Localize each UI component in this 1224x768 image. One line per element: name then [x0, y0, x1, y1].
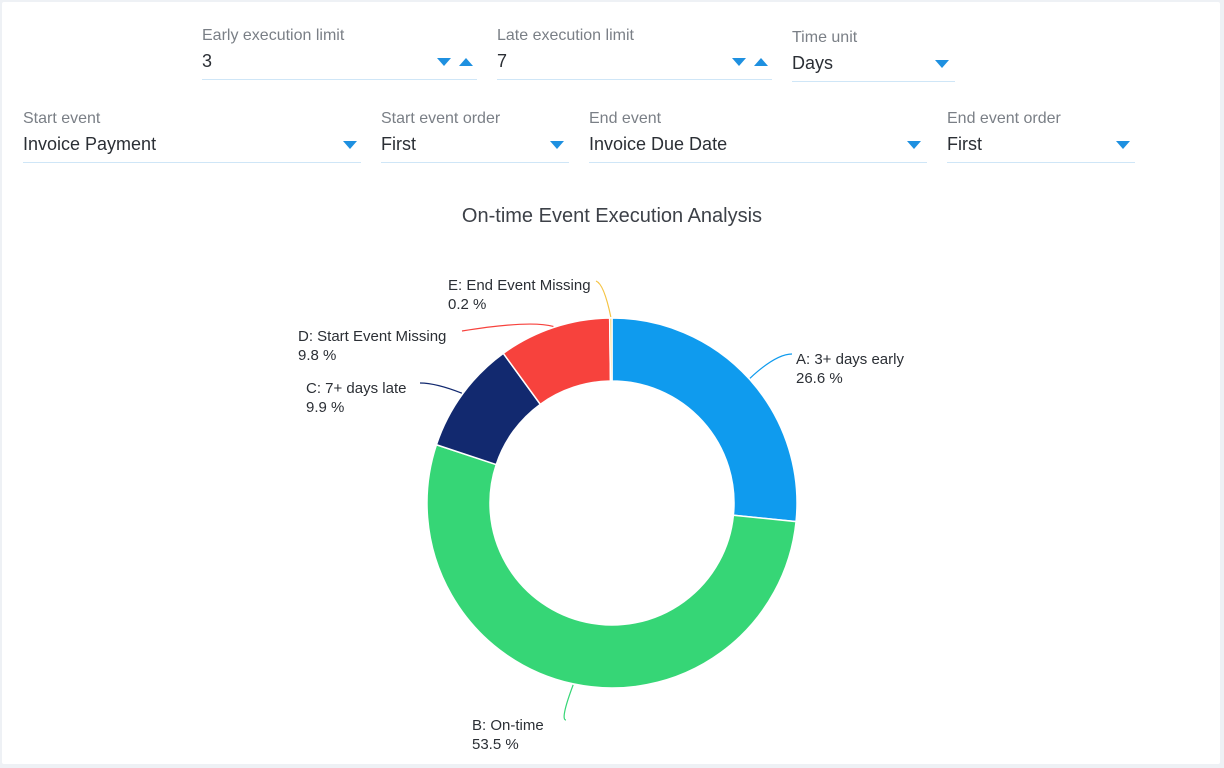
start-event-value[interactable]: Invoice Payment [23, 134, 157, 154]
end-event-order-value[interactable]: First [947, 134, 982, 154]
late-limit-label: Late execution limit [497, 27, 634, 44]
field-underline [202, 79, 477, 80]
slice-value-label: 0.2 % [448, 296, 486, 313]
chevron-down-icon[interactable] [550, 141, 564, 149]
early-limit-label: Early execution limit [202, 27, 345, 44]
chevron-down-icon[interactable] [1116, 141, 1130, 149]
label-connector [749, 353, 793, 379]
early-limit-stepper[interactable]: Early execution limit 3 [202, 27, 477, 83]
field-underline [792, 81, 955, 82]
chart-title: On-time Event Execution Analysis [461, 205, 763, 227]
start-event-label: Start event [23, 110, 101, 127]
slice-value-label: 9.8 % [298, 347, 336, 364]
decrement-icon[interactable] [437, 58, 451, 66]
label-connector [419, 382, 463, 394]
label-connector [563, 684, 574, 721]
end-event-order-select[interactable]: End event order First [947, 110, 1135, 166]
late-limit-stepper[interactable]: Late execution limit 7 [497, 27, 772, 83]
field-underline [497, 79, 772, 80]
field-underline [381, 162, 569, 163]
end-event-order-label: End event order [947, 110, 1061, 127]
field-underline [23, 162, 361, 163]
slice-value-label: 53.5 % [472, 736, 519, 753]
label-connector [595, 280, 612, 318]
time-unit-value[interactable]: Days [792, 53, 834, 73]
slice-label: A: 3+ days early [796, 351, 904, 368]
start-event-order-select[interactable]: Start event order First [381, 110, 569, 166]
field-underline [947, 162, 1135, 163]
slice-label: C: 7+ days late [306, 380, 406, 397]
early-limit-value[interactable]: 3 [202, 51, 213, 71]
increment-icon[interactable] [754, 58, 768, 66]
label-connector [461, 323, 554, 332]
slice-label: E: End Event Missing [448, 277, 591, 294]
start-event-order-label: Start event order [381, 110, 501, 127]
chevron-down-icon[interactable] [343, 141, 357, 149]
decrement-icon[interactable] [732, 58, 746, 66]
field-underline [589, 162, 927, 163]
donut-slice-a[interactable] [611, 317, 798, 523]
end-event-value[interactable]: Invoice Due Date [589, 134, 728, 154]
time-unit-select[interactable]: Time unit Days [792, 29, 955, 85]
late-limit-value[interactable]: 7 [497, 51, 508, 71]
start-event-order-value[interactable]: First [381, 134, 416, 154]
time-unit-label: Time unit [792, 29, 858, 46]
slice-value-label: 9.9 % [306, 399, 344, 416]
increment-icon[interactable] [459, 58, 473, 66]
donut-slice-b[interactable] [426, 443, 797, 689]
slice-label: B: On-time [472, 717, 544, 734]
slice-value-label: 26.6 % [796, 370, 843, 387]
donut-slice-e[interactable] [608, 317, 613, 382]
chevron-down-icon[interactable] [907, 141, 921, 149]
end-event-select[interactable]: End event Invoice Due Date [589, 110, 927, 166]
end-event-label: End event [589, 110, 662, 127]
start-event-select[interactable]: Start event Invoice Payment [23, 110, 361, 166]
chevron-down-icon[interactable] [935, 60, 949, 68]
slice-label: D: Start Event Missing [298, 328, 446, 345]
